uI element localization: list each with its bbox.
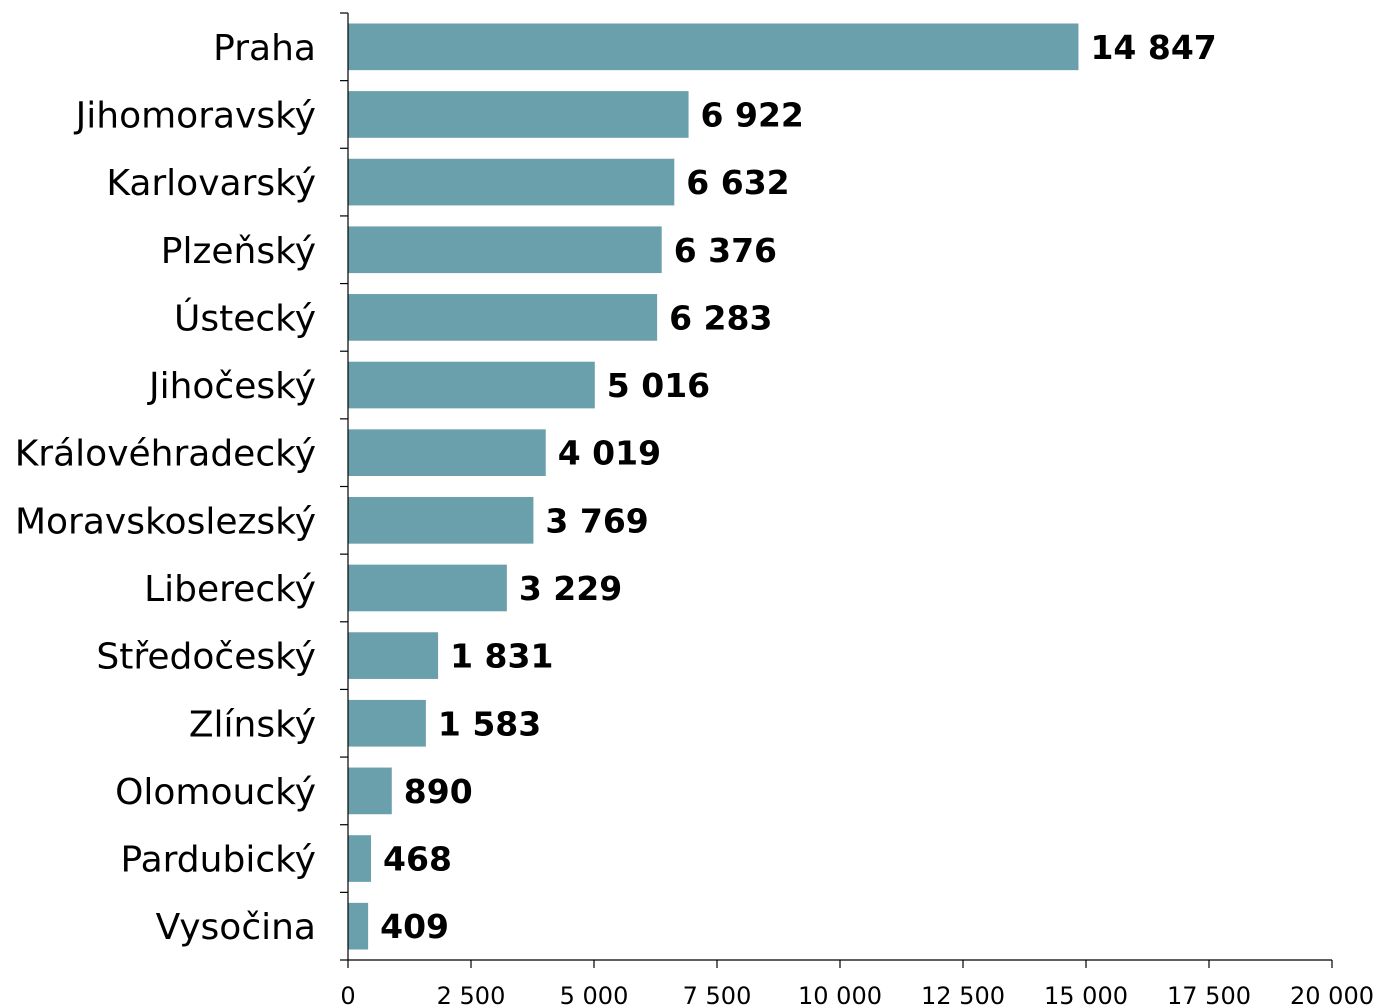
x-tick-label: 0: [340, 982, 355, 1008]
category-label: Královéhradecký: [15, 434, 316, 475]
bar: [348, 835, 372, 882]
bar: [348, 91, 689, 138]
value-label: 6 376: [674, 231, 777, 270]
value-label: 14 847: [1090, 28, 1216, 67]
category-label: Vysočina: [156, 907, 316, 948]
x-tick-label: 2 500: [437, 982, 506, 1008]
y-axis: [340, 12, 349, 961]
bar: [348, 632, 439, 679]
category-label: Olomoucký: [115, 772, 316, 813]
x-tick-label: 10 000: [798, 982, 882, 1008]
value-label: 890: [404, 772, 473, 811]
value-label: 4 019: [558, 434, 661, 473]
bar: [348, 429, 546, 477]
x-tick-label: 7 500: [683, 982, 752, 1008]
x-tick-label: 5 000: [560, 982, 629, 1008]
bar: [348, 294, 658, 341]
category-label: Plzeňský: [161, 231, 316, 272]
category-label: Středočeský: [96, 637, 316, 678]
value-label: 6 283: [669, 298, 772, 337]
value-label: 468: [383, 840, 452, 879]
x-axis: 0 2 500 5 000 7 500 10 000 12 500 15 000 17 500…: [340, 959, 1374, 1008]
value-label: 1 583: [438, 704, 541, 743]
bar: [348, 496, 534, 544]
value-label: 1 831: [450, 637, 553, 676]
category-label: Liberecký: [144, 569, 316, 610]
bar: [348, 767, 392, 815]
x-tick-label: 12 500: [921, 982, 1005, 1008]
bar: [348, 699, 426, 747]
x-tick-label: 20 000: [1290, 982, 1374, 1008]
category-labels-group: Praha Jihomoravský Karlovarský Plzeňský Úste…: [15, 28, 316, 948]
category-label: Praha: [213, 28, 316, 69]
value-label: 6 922: [701, 95, 804, 134]
bar: [348, 226, 662, 274]
value-label: 409: [380, 907, 449, 946]
value-label: 3 229: [519, 569, 622, 608]
value-labels-group: 14 847 6 922 6 632 6 376 6 283 5 016 4 019 3 76…: [380, 28, 1217, 946]
category-label: Zlínský: [189, 704, 316, 745]
bar: [348, 564, 507, 612]
category-label: Pardubický: [120, 840, 316, 881]
bar: [348, 23, 1079, 71]
value-label: 3 769: [545, 501, 648, 540]
bars-group: [348, 23, 1079, 950]
value-label: 6 632: [686, 163, 789, 202]
bar: [348, 158, 675, 206]
category-label: Karlovarský: [106, 163, 316, 204]
x-tick-label: 17 500: [1167, 982, 1251, 1008]
bar: [348, 902, 369, 950]
category-label: Jihomoravský: [74, 95, 316, 136]
category-label: Moravskoslezský: [15, 501, 316, 542]
category-label: Jihočeský: [147, 366, 316, 407]
x-tick-label: 15 000: [1044, 982, 1128, 1008]
bar: [348, 361, 595, 409]
category-label: Ústecký: [174, 297, 316, 339]
value-label: 5 016: [607, 366, 710, 405]
